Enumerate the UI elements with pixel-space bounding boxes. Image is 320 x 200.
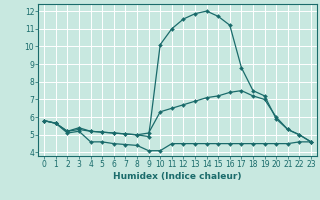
X-axis label: Humidex (Indice chaleur): Humidex (Indice chaleur) [113,172,242,181]
